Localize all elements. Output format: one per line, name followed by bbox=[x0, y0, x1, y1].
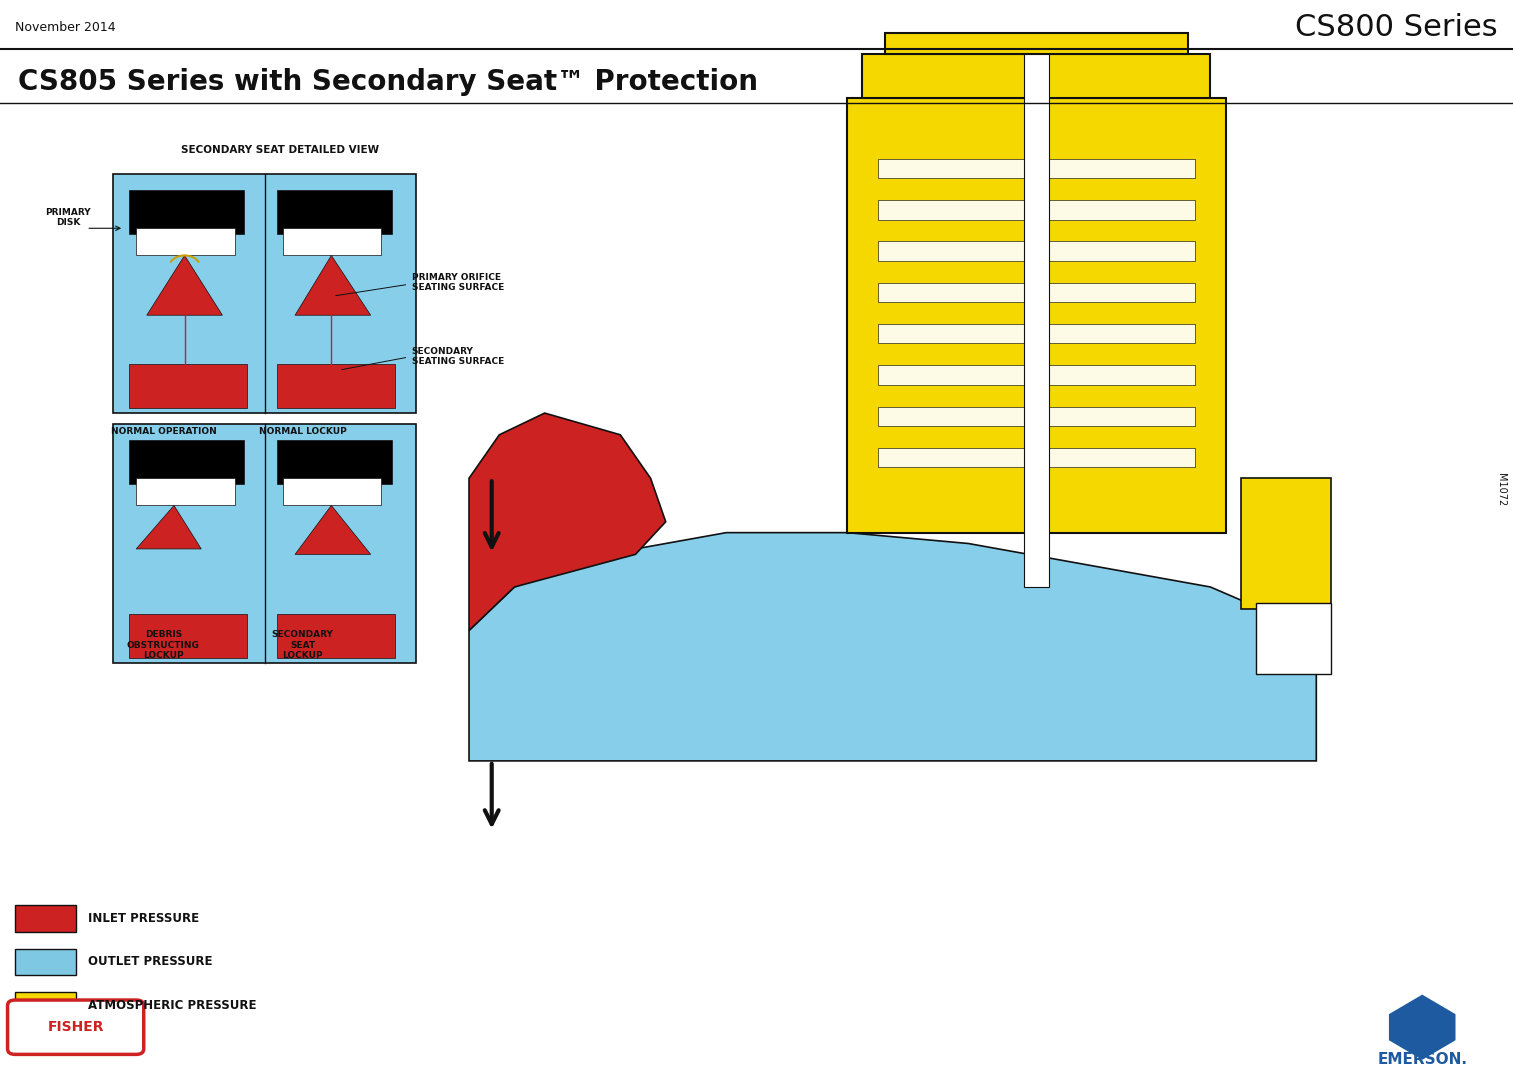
Bar bbox=[283, 228, 381, 255]
FancyBboxPatch shape bbox=[862, 54, 1210, 98]
Text: PRIMARY ORIFICE
SEATING SURFACE: PRIMARY ORIFICE SEATING SURFACE bbox=[412, 273, 504, 292]
Bar bbox=[277, 190, 392, 234]
FancyBboxPatch shape bbox=[113, 174, 416, 413]
Bar bbox=[878, 365, 1195, 385]
FancyBboxPatch shape bbox=[885, 33, 1188, 54]
Bar bbox=[129, 364, 247, 408]
Text: NORMAL LOCKUP: NORMAL LOCKUP bbox=[259, 427, 346, 436]
Polygon shape bbox=[295, 505, 371, 554]
Bar bbox=[878, 200, 1195, 220]
Text: November 2014: November 2014 bbox=[15, 21, 117, 34]
Bar bbox=[878, 407, 1195, 426]
Bar bbox=[283, 478, 381, 505]
FancyBboxPatch shape bbox=[847, 98, 1226, 533]
FancyBboxPatch shape bbox=[113, 424, 416, 663]
Text: NORMAL OPERATION: NORMAL OPERATION bbox=[110, 427, 216, 436]
Text: FISHER: FISHER bbox=[47, 1021, 104, 1034]
Polygon shape bbox=[147, 255, 222, 315]
Text: CS800 Series: CS800 Series bbox=[1295, 13, 1498, 41]
Bar bbox=[15, 992, 76, 1019]
Bar bbox=[136, 478, 235, 505]
Bar bbox=[136, 228, 235, 255]
Text: SECONDARY SEAT DETAILED VIEW: SECONDARY SEAT DETAILED VIEW bbox=[182, 145, 378, 155]
Text: PRIMARY
DISK: PRIMARY DISK bbox=[45, 208, 91, 227]
FancyBboxPatch shape bbox=[1241, 478, 1331, 609]
Text: EMERSON.: EMERSON. bbox=[1377, 1052, 1468, 1067]
Text: DEBRIS
OBSTRUCTING
LOCKUP: DEBRIS OBSTRUCTING LOCKUP bbox=[127, 630, 200, 660]
Polygon shape bbox=[295, 255, 371, 315]
Text: SECONDARY
SEAT
LOCKUP: SECONDARY SEAT LOCKUP bbox=[272, 630, 333, 660]
Bar bbox=[1024, 54, 1049, 587]
Bar bbox=[277, 364, 395, 408]
Bar bbox=[15, 905, 76, 932]
Bar bbox=[129, 440, 244, 484]
Bar bbox=[277, 614, 395, 658]
Polygon shape bbox=[469, 413, 666, 630]
Bar bbox=[878, 241, 1195, 261]
Text: SECONDARY
SEATING SURFACE: SECONDARY SEATING SURFACE bbox=[412, 347, 504, 366]
Polygon shape bbox=[469, 533, 1316, 761]
Bar bbox=[878, 283, 1195, 302]
Bar bbox=[129, 190, 244, 234]
FancyBboxPatch shape bbox=[8, 1000, 144, 1054]
Bar bbox=[15, 949, 76, 975]
Bar bbox=[878, 324, 1195, 343]
Bar bbox=[129, 614, 247, 658]
Bar bbox=[878, 159, 1195, 178]
FancyBboxPatch shape bbox=[1256, 603, 1331, 674]
Bar bbox=[277, 440, 392, 484]
Text: ATMOSPHERIC PRESSURE: ATMOSPHERIC PRESSURE bbox=[88, 999, 256, 1012]
Bar bbox=[878, 448, 1195, 467]
Polygon shape bbox=[1389, 995, 1456, 1060]
Text: OUTLET PRESSURE: OUTLET PRESSURE bbox=[88, 955, 212, 969]
Text: M1072: M1072 bbox=[1496, 473, 1505, 505]
Text: CS805 Series with Secondary Seat™ Protection: CS805 Series with Secondary Seat™ Protec… bbox=[18, 67, 758, 96]
Polygon shape bbox=[136, 505, 201, 549]
Text: INLET PRESSURE: INLET PRESSURE bbox=[88, 912, 198, 925]
